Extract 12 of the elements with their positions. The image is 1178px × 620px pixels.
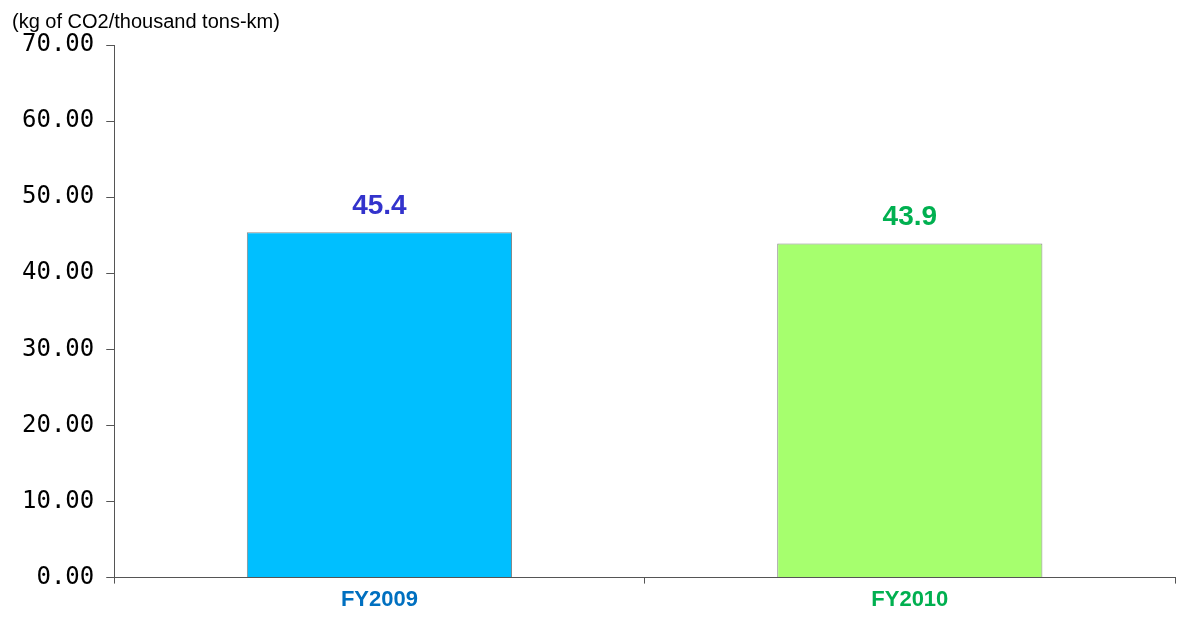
y-tick-label: 60.00 [22,105,95,134]
y-tick-label: 10.00 [22,485,95,514]
y-tick-label: 50.00 [22,181,95,210]
y-tick-label: 0.00 [36,561,95,590]
y-tick-label: 30.00 [22,333,95,362]
y-tick-label: 40.00 [22,257,95,286]
data-label: 45.4 [352,188,408,220]
x-tick-label: FY2009 [340,585,418,611]
data-label: 43.9 [882,200,938,232]
x-tick-label: FY2010 [871,585,949,611]
y-tick-label: 20.00 [22,409,95,438]
y-axis-title: (kg of CO2/thousand tons-km) [12,10,280,33]
